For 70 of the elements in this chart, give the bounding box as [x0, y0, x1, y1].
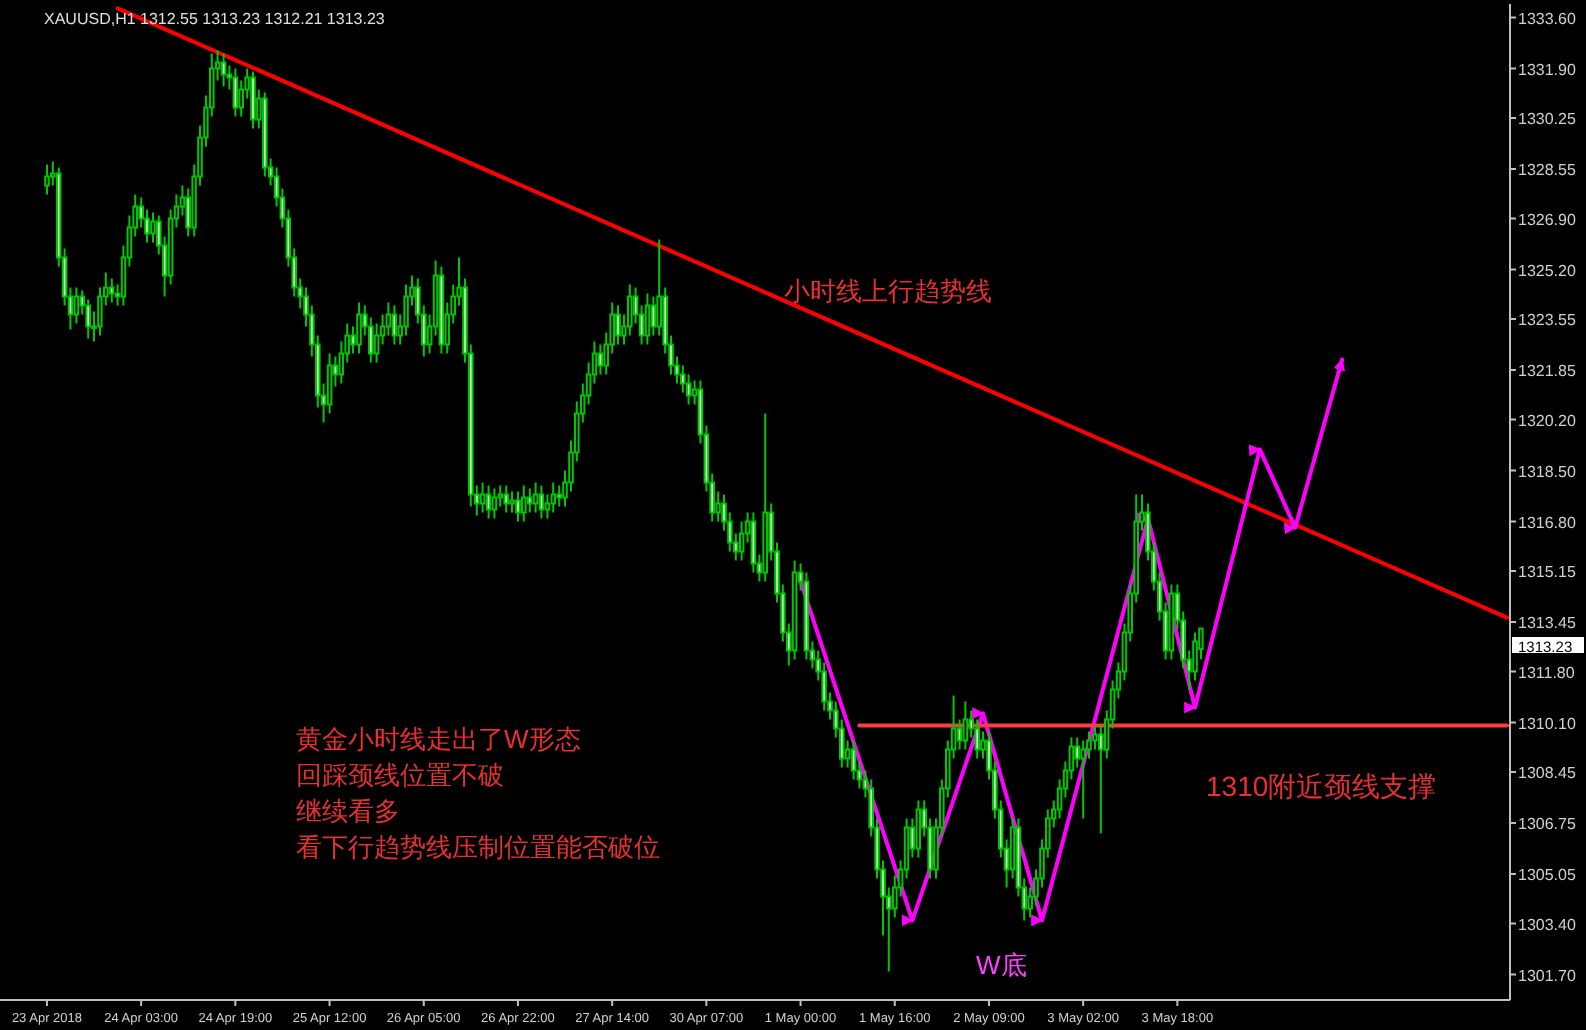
candlestick [509, 490, 515, 514]
y-tick-label: 1306.75 [1518, 815, 1577, 833]
y-tick-label: 1320.20 [1518, 411, 1577, 430]
candlestick [73, 286, 80, 325]
candlestick [1192, 631, 1198, 682]
y-tick-label: 1318.50 [1518, 462, 1577, 481]
candlestick [739, 520, 745, 562]
candlestick [762, 412, 768, 583]
annotation: 继续看多 [296, 796, 400, 826]
annotation: 看下行趋势线压制位置能否破位 [296, 832, 660, 862]
candlestick [1168, 583, 1175, 661]
candlestick [615, 304, 621, 346]
candlestick [644, 292, 651, 346]
y-tick-label: 1326.90 [1518, 210, 1577, 229]
candlestick [479, 481, 486, 514]
candlestick [385, 301, 392, 337]
candlestick [232, 67, 239, 118]
candlestick [220, 52, 227, 88]
candlestick [109, 277, 115, 304]
y-tick-label: 1333.60 [1518, 9, 1577, 28]
candlestick [803, 571, 810, 661]
candlestick [438, 265, 445, 355]
y-tick-label: 1301.70 [1518, 966, 1577, 985]
candlestick [521, 484, 527, 523]
candlestick [326, 352, 333, 415]
annotation: 1310附近颈线支撑 [1206, 770, 1437, 802]
candlestick [627, 283, 633, 337]
candlestick [962, 700, 969, 751]
candlestick [485, 484, 492, 520]
candlestick [532, 481, 539, 514]
annotation: 回踩颈线位置不破 [296, 760, 504, 790]
candlestick [538, 484, 545, 520]
candlestick [356, 301, 362, 355]
candlestick [373, 322, 380, 364]
y-tick-label: 1315.15 [1518, 563, 1577, 581]
candlestick [491, 487, 498, 520]
y-tick-label: 1311.80 [1518, 663, 1576, 682]
annotation: 小时线上行趋势线 [784, 276, 992, 306]
y-tick-label: 1331.90 [1518, 60, 1577, 79]
candlestick [791, 559, 798, 661]
candlestick [403, 283, 409, 337]
candlestick [527, 487, 533, 514]
annotation: W底 [976, 950, 1027, 980]
candlestick [250, 70, 256, 130]
candlestick [1080, 739, 1086, 820]
candlestick [974, 718, 980, 760]
candlestick [85, 298, 91, 340]
y-tick-label: 1313.45 [1518, 614, 1577, 632]
candlestick [503, 484, 509, 514]
candlestick [515, 490, 521, 523]
candlestick [750, 511, 757, 574]
candlestick [686, 373, 692, 406]
y-tick-label: 1303.40 [1518, 915, 1577, 934]
candlestick [850, 739, 857, 781]
y-tick-label: 1310.10 [1518, 714, 1577, 733]
y-tick-label: 1321.85 [1518, 362, 1577, 380]
chart-title: XAUUSD,H1 1312.55 1313.23 1312.21 1313.23 [44, 10, 386, 28]
candlestick [44, 163, 50, 196]
y-tick-label: 1323.55 [1518, 311, 1577, 329]
y-tick-label: 1316.80 [1518, 513, 1577, 532]
y-tick-label: 1330.25 [1518, 110, 1577, 128]
candlestick [391, 304, 397, 346]
y-tick-label: 1325.20 [1518, 261, 1577, 280]
y-tick-label: 1328.55 [1518, 161, 1577, 179]
candlestick [550, 481, 556, 514]
candlestick [262, 91, 268, 178]
y-tick-label: 1308.45 [1518, 764, 1577, 782]
annotation: 黄金小时线走出了W形态 [296, 724, 581, 754]
candlestick [915, 799, 921, 859]
y-tick-label: 1305.05 [1518, 866, 1577, 884]
